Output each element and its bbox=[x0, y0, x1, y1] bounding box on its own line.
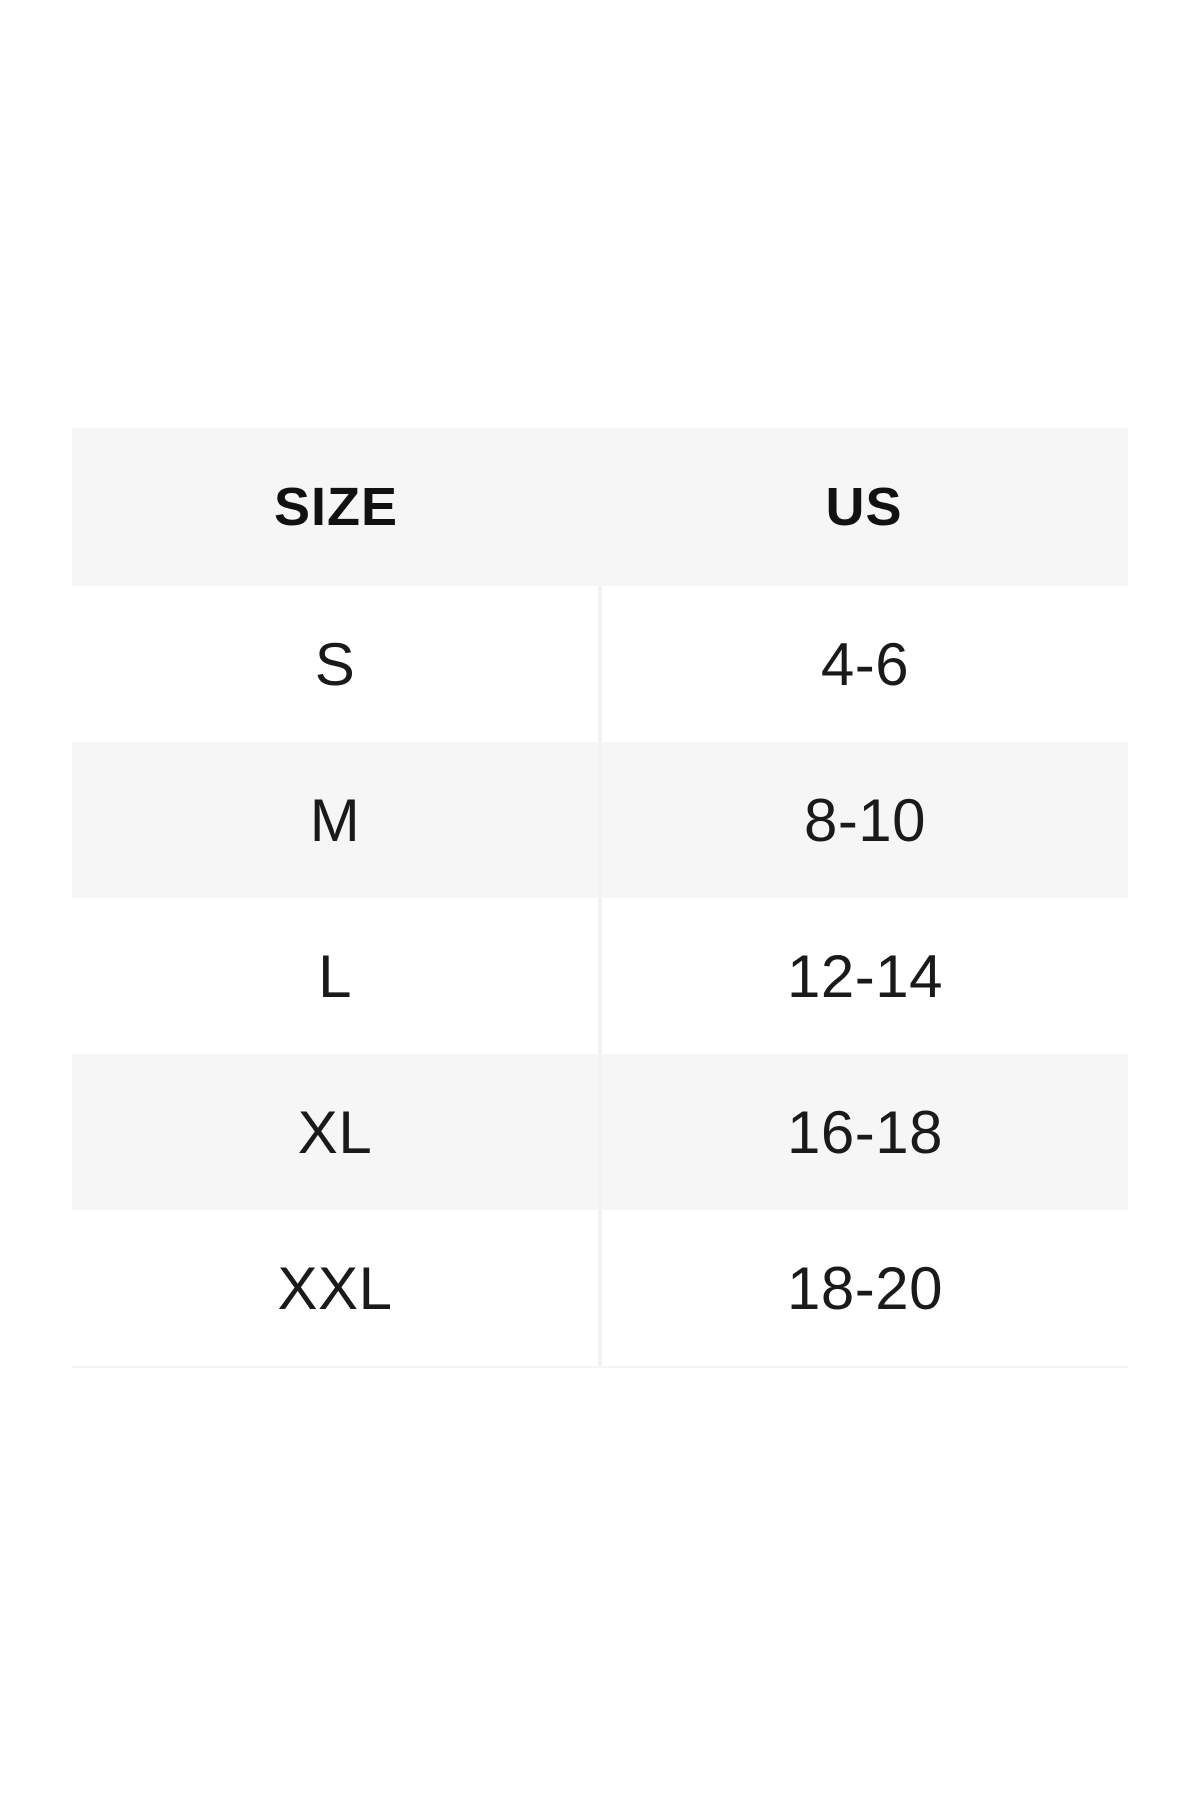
column-header-us: US bbox=[825, 477, 903, 537]
table-row: L 12-14 bbox=[72, 898, 1128, 1054]
size-cell: L bbox=[318, 942, 352, 1010]
column-header-size: SIZE bbox=[273, 477, 399, 537]
us-cell: 16-18 bbox=[598, 1054, 1128, 1210]
table-row: M 8-10 bbox=[72, 742, 1128, 898]
size-cell: XL bbox=[297, 1098, 373, 1166]
us-cell: 8-10 bbox=[598, 742, 1128, 898]
table-row: S 4-6 bbox=[72, 586, 1128, 742]
table-row: XXL 18-20 bbox=[72, 1210, 1128, 1366]
size-cell: XXL bbox=[277, 1254, 393, 1322]
us-cell: 4-6 bbox=[598, 586, 1128, 742]
size-chart-table: SIZE US S 4-6 M 8-10 L 12-14 XL 16-18 XX… bbox=[72, 428, 1128, 1368]
size-cell: M bbox=[309, 786, 361, 854]
us-cell: 18-20 bbox=[598, 1210, 1128, 1366]
size-cell: S bbox=[314, 630, 356, 698]
table-row: XL 16-18 bbox=[72, 1054, 1128, 1210]
size-chart-header-row: SIZE US bbox=[72, 428, 1128, 586]
us-cell: 12-14 bbox=[598, 898, 1128, 1054]
